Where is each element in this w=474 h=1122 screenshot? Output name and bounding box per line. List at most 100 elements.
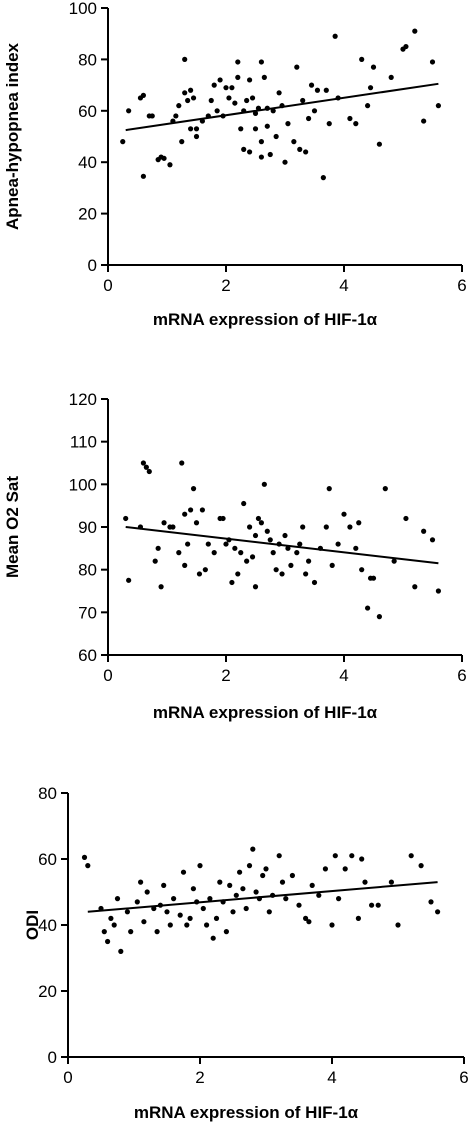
data-point [435,103,441,109]
data-point [244,558,250,564]
data-point [238,550,244,556]
data-point [435,588,441,594]
data-point [322,866,328,872]
data-point [241,108,247,114]
y-axis-title: ODI [23,910,42,940]
regression-line [87,881,438,913]
data-point [270,550,276,556]
data-point [297,146,303,152]
data-point [238,126,244,132]
data-point [303,915,309,922]
data-point [154,929,160,935]
x-axis-title: mRNA expression of HIF-1α [153,310,378,329]
data-point [173,113,179,119]
data-point [264,105,270,111]
data-point [205,541,211,547]
data-point [353,545,359,551]
y-tick-label: 0 [48,1048,57,1067]
data-point [232,545,238,551]
data-point [252,532,259,539]
x-tick-label: 6 [457,276,466,295]
data-point [273,133,279,140]
data-point [429,59,436,65]
data-point [359,567,365,573]
data-point [279,103,285,109]
data-point [353,121,359,127]
data-point [376,141,382,147]
data-point [382,486,388,492]
data-point [376,614,382,620]
data-point [435,909,441,915]
data-point [230,909,236,915]
data-point [170,118,176,124]
data-point [101,929,107,935]
data-point [320,175,326,181]
data-point [283,896,289,902]
data-point [194,899,200,905]
y-tick-label: 100 [69,475,97,494]
data-point [81,854,88,860]
data-point [111,922,117,928]
data-point [229,579,235,586]
x-tick-label: 4 [339,276,348,295]
data-point [217,77,223,83]
y-tick-label: 20 [38,982,57,1001]
data-point [296,902,302,908]
data-point [326,121,332,127]
data-point [180,869,187,875]
y-tick-label: 60 [78,646,97,665]
data-point [311,108,318,114]
data-point [356,520,362,526]
data-point [273,567,279,573]
data-point [421,118,427,124]
data-point [388,879,394,885]
x-tick-label: 0 [103,666,112,685]
y-tick-label: 40 [78,153,97,172]
data-point [237,869,243,875]
data-point [105,938,111,945]
data-point [329,922,335,928]
data-point [190,486,197,492]
data-point [408,853,414,859]
data-point [223,85,229,91]
data-point [196,571,203,577]
data-point [247,149,253,155]
data-point [167,922,173,928]
data-point [176,550,182,556]
data-point [220,113,226,119]
data-point [187,915,193,922]
data-point [314,87,321,93]
data-point [258,59,264,65]
data-point [223,929,229,935]
data-point [232,100,238,106]
data-point [161,882,167,889]
data-point [124,909,130,915]
data-point [260,872,266,879]
data-point [306,558,312,564]
data-point [188,507,194,513]
x-tick-label: 2 [221,666,230,685]
data-point [108,915,114,922]
data-point [253,889,259,895]
data-point [240,886,246,892]
x-tick-label: 0 [103,276,112,295]
y-tick-label: 20 [78,205,97,224]
data-point [349,853,355,859]
data-point [152,558,158,564]
data-point [261,481,267,487]
data-point [185,97,191,104]
data-point [190,95,197,101]
data-point [367,85,374,91]
x-tick-label: 2 [221,276,230,295]
data-point [184,922,190,928]
data-point [258,154,264,160]
data-point [282,532,288,539]
data-point [157,902,163,908]
data-point [137,524,144,530]
data-point [208,97,214,104]
data-point [140,173,146,179]
data-point [279,879,286,885]
data-point [369,902,375,908]
data-point [429,537,436,543]
